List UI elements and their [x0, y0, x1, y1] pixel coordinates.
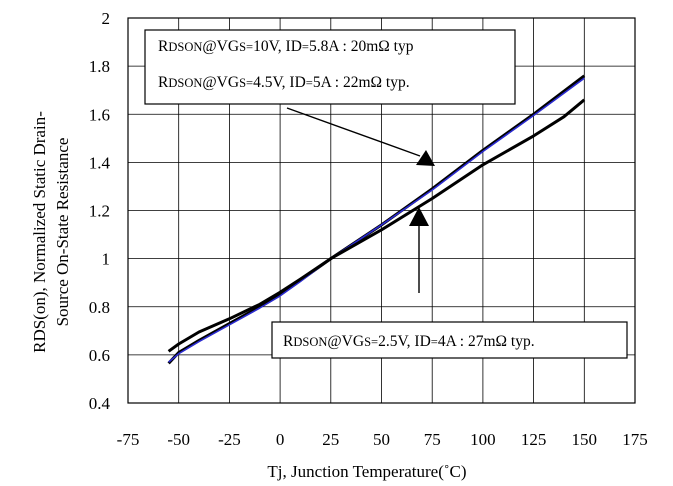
x-tick-label: 0	[276, 430, 285, 449]
x-tick-label: 175	[622, 430, 648, 449]
y-axis-label-line-1: RDS(on), Normalized Static Drain-	[30, 111, 49, 353]
x-tick-labels: -75 -50 -25 0 25 50 75 100 125 150 175	[117, 430, 648, 449]
series-line-2	[167, 98, 586, 353]
x-tick-label: -50	[167, 430, 190, 449]
y-tick-label: 1.8	[89, 57, 110, 76]
y-tick-label: 0.4	[89, 394, 111, 413]
annotation-10v: RDSON@VGS=10V, ID=5.8A : 20mΩ typ	[158, 38, 414, 55]
y-tick-label: 1	[102, 250, 111, 269]
arrow-2p5v	[409, 207, 429, 293]
y-axis-label-line-2: Source On-State Resistance	[53, 138, 72, 327]
x-tick-label: -75	[117, 430, 140, 449]
x-axis-label: Tj, Junction Temperature(˚C)	[267, 462, 466, 481]
y-tick-label: 2	[102, 9, 111, 28]
y-tick-label: 0.8	[89, 298, 110, 317]
x-tick-label: 50	[373, 430, 390, 449]
y-tick-label: 1.4	[89, 153, 111, 172]
annotation-4p5v: RDSON@VGS=4.5V, ID=5A : 22mΩ typ.	[158, 74, 410, 91]
annotation-2p5v: RDSON@VGS=2.5V, ID=4A : 27mΩ typ.	[283, 333, 535, 350]
x-tick-label: 150	[572, 430, 598, 449]
y-axis-label: RDS(on), Normalized Static Drain-	[30, 111, 49, 353]
x-tick-label: 75	[424, 430, 441, 449]
series-layer	[167, 74, 586, 365]
series-line-1	[168, 77, 585, 363]
y-tick-label: 1.2	[89, 202, 110, 221]
arrow-4p5v	[286, 107, 435, 166]
x-tick-label: 125	[521, 430, 547, 449]
legend-box-10v	[144, 29, 516, 105]
y-tick-label: 1.6	[89, 105, 110, 124]
legend-box-2p5v	[271, 321, 628, 359]
x-tick-label: 25	[322, 430, 339, 449]
plot-frame	[127, 17, 636, 404]
y-tick-labels: 0.4 0.6 0.8 1 1.2 1.4 1.6 1.8 2	[89, 9, 111, 413]
y-axis-label-2: Source On-State Resistance	[53, 138, 72, 327]
series-line-0	[167, 74, 586, 365]
y-tick-label: 0.6	[89, 346, 110, 365]
x-tick-label: 100	[470, 430, 496, 449]
x-tick-label: -25	[218, 430, 241, 449]
